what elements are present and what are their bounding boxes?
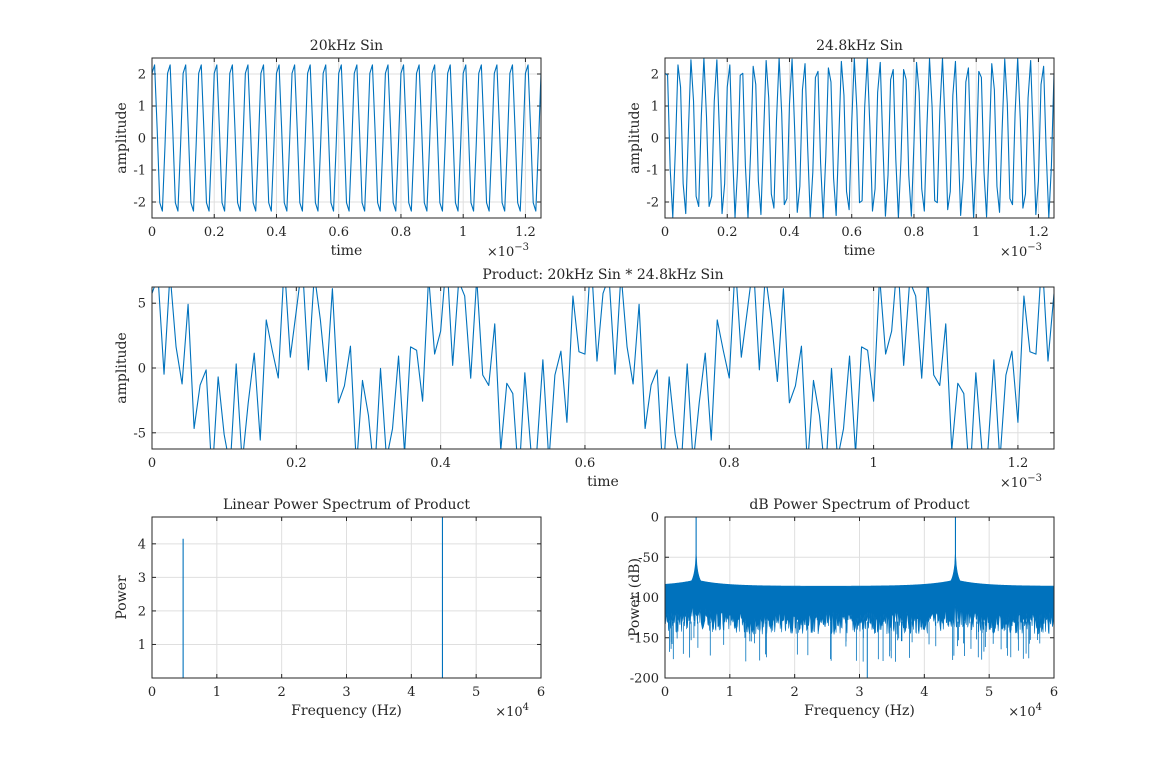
- x-exponent-label: ×104: [495, 702, 529, 720]
- axes-frame: [664, 516, 1055, 679]
- x-tick-label: 3: [342, 685, 350, 700]
- x-tick-label: 0.4: [430, 456, 451, 471]
- x-tick-label: 0.2: [717, 225, 738, 240]
- data-layer: [665, 58, 1054, 218]
- chart-title: 20kHz Sin: [310, 38, 383, 54]
- x-tick-label: 3: [855, 685, 863, 700]
- x-tick-label: 0.8: [391, 225, 412, 240]
- x-tick-label: 1: [213, 685, 221, 700]
- x-axis-label: Frequency (Hz): [804, 703, 915, 719]
- chart-title: Product: 20kHz Sin * 24.8kHz Sin: [482, 267, 723, 283]
- x-tick-label: 1: [726, 685, 734, 700]
- x-tick-label: 1: [459, 225, 467, 240]
- y-tick-label: -50: [638, 551, 659, 566]
- x-axis-label: Frequency (Hz): [291, 703, 402, 719]
- y-axis-label: amplitude: [114, 332, 130, 403]
- y-tick-label: 0: [138, 362, 146, 377]
- x-tick-label: 0: [148, 685, 156, 700]
- x-tick-label: 0: [661, 225, 669, 240]
- x-tick-label: 0.6: [575, 456, 596, 471]
- y-axis-label: Power (dB): [627, 558, 643, 637]
- y-tick-label: -150: [630, 631, 659, 646]
- x-axis-label: time: [587, 474, 619, 490]
- db-spectrum-band: [665, 554, 1054, 635]
- y-tick-label: -2: [133, 196, 146, 211]
- x-exponent-label: ×10−3: [1000, 473, 1042, 491]
- y-tick-label: -100: [630, 591, 659, 606]
- x-tick-label: 0.8: [719, 456, 740, 471]
- x-exponent-label: ×10−3: [1000, 242, 1042, 260]
- y-tick-label: 1: [138, 100, 146, 115]
- x-tick-label: 1.2: [1008, 456, 1029, 471]
- y-axis-label: amplitude: [627, 102, 643, 173]
- subplot-1: 0 0.2 0.4 0.6 0.8 1 1.2 2 1 0 -1 -2 20kHz Sin time amp…: [114, 38, 542, 260]
- x-tick-label: 0.4: [779, 225, 800, 240]
- y-tick-label: -5: [133, 426, 146, 441]
- data-layer: [665, 517, 1054, 678]
- y-tick-label: 2: [138, 604, 146, 619]
- x-tick-label: 6: [537, 685, 545, 700]
- data-layer: [152, 517, 541, 678]
- y-tick-label: 2: [138, 68, 146, 83]
- chart-title: Linear Power Spectrum of Product: [223, 497, 470, 513]
- x-tick-label: 0.4: [266, 225, 287, 240]
- x-tick-label: 1: [869, 456, 877, 471]
- x-tick-label: 0.2: [204, 225, 225, 240]
- signal-line: [152, 64, 541, 212]
- x-tick-label: 0.6: [841, 225, 862, 240]
- y-axis-label: Power: [114, 575, 130, 620]
- data-layer: [152, 287, 1054, 449]
- y-tick-label: -200: [630, 672, 659, 687]
- x-tick-label: 4: [407, 685, 415, 700]
- x-axis-label: time: [844, 243, 876, 259]
- axes-frame: [151, 516, 542, 679]
- x-tick-label: 0.2: [286, 456, 307, 471]
- y-tick-label: 4: [138, 537, 146, 552]
- x-tick-label: 4: [920, 685, 928, 700]
- chart-title: 24.8kHz Sin: [816, 38, 903, 54]
- x-axis-label: time: [331, 243, 363, 259]
- y-axis-label: amplitude: [114, 102, 130, 173]
- y-tick-label: 1: [138, 638, 146, 653]
- x-tick-label: 0: [148, 225, 156, 240]
- y-tick-label: 2: [651, 68, 659, 83]
- subplot-4: 0 1 2 3 4 5 6 4 3 2 1 Linear Power Spectrum of Prod…: [114, 497, 545, 720]
- x-tick-label: 0: [148, 456, 156, 471]
- y-tick-label: 3: [138, 571, 146, 586]
- axes-frame: [664, 57, 1055, 219]
- x-tick-label: 2: [278, 685, 286, 700]
- x-tick-label: 1.2: [515, 225, 536, 240]
- x-exponent-label: ×10−3: [487, 242, 529, 260]
- x-tick-label: 0.8: [904, 225, 925, 240]
- x-tick-label: 5: [472, 685, 480, 700]
- axes-frame: [151, 57, 542, 219]
- x-exponent-label: ×104: [1008, 702, 1042, 720]
- chart-title: dB Power Spectrum of Product: [749, 497, 970, 513]
- y-tick-label: 0: [138, 132, 146, 147]
- signal-line: [665, 58, 1054, 218]
- x-tick-label: 1: [972, 225, 980, 240]
- y-tick-label: -2: [646, 196, 659, 211]
- y-tick-label: 1: [651, 100, 659, 115]
- x-tick-label: 1.2: [1028, 225, 1049, 240]
- subplot-5: 0 1 2 3 4 5 6 0 -50 -100 -150 -200 dB Power Spectrum…: [627, 497, 1058, 720]
- x-tick-label: 0.6: [328, 225, 349, 240]
- y-tick-label: 5: [138, 297, 146, 312]
- y-tick-label: -1: [646, 164, 659, 179]
- x-tick-label: 0: [661, 685, 669, 700]
- axes-frame: [151, 286, 1055, 450]
- data-layer: [152, 64, 541, 212]
- x-tick-label: 5: [985, 685, 993, 700]
- x-tick-label: 2: [791, 685, 799, 700]
- signal-line: [152, 287, 1054, 449]
- y-tick-label: 0: [651, 132, 659, 147]
- subplot-2: 0 0.2 0.4 0.6 0.8 1 1.2 2 1 0 -1 -2 24.8kHz Sin time a…: [627, 38, 1055, 260]
- y-tick-label: -1: [133, 164, 146, 179]
- y-tick-label: 0: [651, 511, 659, 526]
- x-tick-label: 6: [1050, 685, 1058, 700]
